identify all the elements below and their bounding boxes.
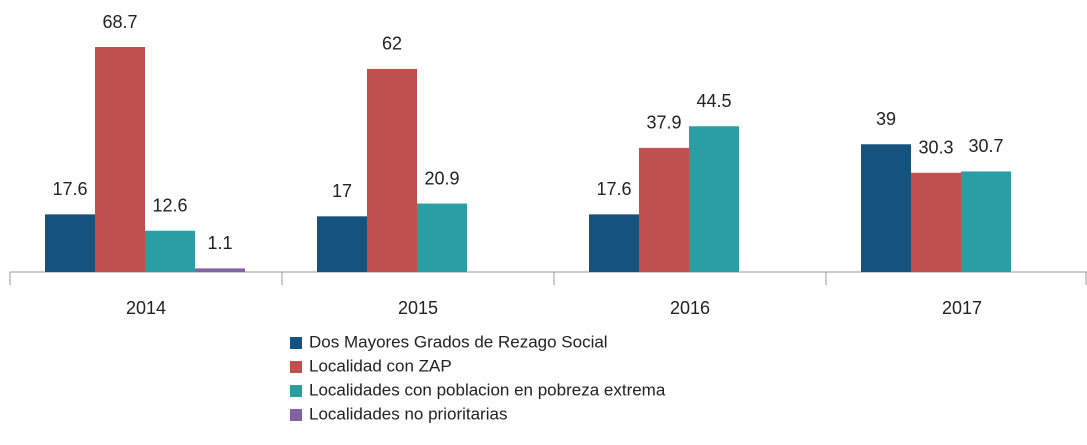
- data-label: 30.3: [918, 138, 953, 158]
- data-label: 62: [382, 34, 402, 54]
- bar: [145, 230, 195, 272]
- bar: [95, 47, 145, 272]
- legend-label: Localidades con poblacion en pobreza ext…: [309, 380, 666, 399]
- x-tick-label: 2016: [670, 298, 710, 318]
- bar: [417, 203, 467, 272]
- bar: [861, 144, 911, 272]
- data-label: 37.9: [646, 113, 681, 133]
- bar: [45, 214, 95, 272]
- data-label: 30.7: [968, 136, 1003, 156]
- x-tick-label: 2017: [942, 298, 982, 318]
- bar: [317, 216, 367, 272]
- bar: [589, 214, 639, 272]
- legend-label: Localidades no prioritarias: [309, 404, 507, 423]
- legend-swatch: [290, 361, 302, 373]
- bar: [961, 171, 1011, 272]
- bar: [639, 147, 689, 272]
- data-label: 17.6: [596, 179, 631, 199]
- legend-label: Localidad con ZAP: [309, 356, 452, 375]
- x-tick-label: 2015: [398, 298, 438, 318]
- bar: [367, 68, 417, 272]
- legend-label: Dos Mayores Grados de Rezago Social: [309, 332, 608, 351]
- legend-swatch: [290, 385, 302, 397]
- x-tick-label: 2014: [126, 298, 166, 318]
- data-label: 1.1: [207, 233, 232, 253]
- bar: [911, 172, 961, 272]
- legend-swatch: [290, 337, 302, 349]
- bar: [689, 126, 739, 272]
- legend-swatch: [290, 409, 302, 421]
- data-label: 44.5: [696, 91, 731, 111]
- data-label: 17.6: [52, 179, 87, 199]
- data-label: 39: [876, 109, 896, 129]
- data-label: 12.6: [152, 195, 187, 215]
- data-label: 17: [332, 181, 352, 201]
- data-label: 68.7: [102, 12, 137, 32]
- data-label: 20.9: [424, 168, 459, 188]
- bar: [195, 268, 245, 272]
